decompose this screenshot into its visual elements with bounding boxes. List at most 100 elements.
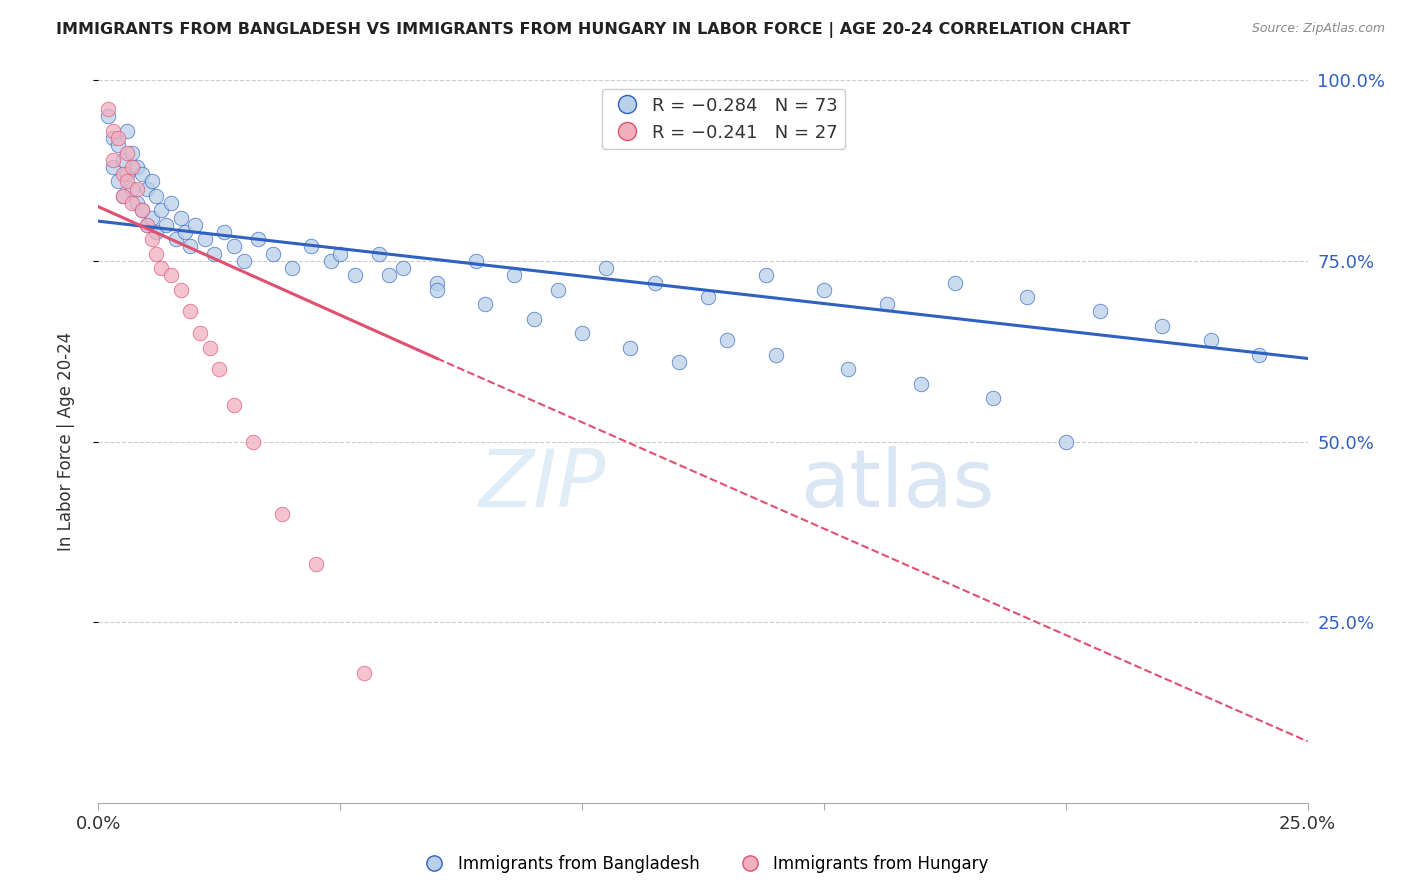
Point — [668, 355, 690, 369]
Point — [131, 203, 153, 218]
Point — [150, 261, 173, 276]
Point — [127, 196, 149, 211]
Point — [1249, 348, 1271, 362]
Point — [1152, 318, 1174, 333]
Point — [319, 253, 342, 268]
Point — [523, 311, 546, 326]
Point — [97, 110, 120, 124]
Point — [184, 218, 207, 232]
Point — [135, 182, 157, 196]
Point — [111, 189, 134, 203]
Point — [242, 434, 264, 449]
Point — [204, 246, 226, 260]
Point — [141, 211, 163, 225]
Point — [474, 297, 496, 311]
Point — [107, 138, 129, 153]
Point — [281, 261, 304, 276]
Point — [765, 348, 787, 362]
Point — [377, 268, 399, 283]
Point — [174, 225, 197, 239]
Text: atlas: atlas — [800, 446, 994, 524]
Point — [696, 290, 718, 304]
Point — [101, 160, 124, 174]
Point — [101, 124, 124, 138]
Point — [353, 665, 375, 680]
Point — [117, 174, 139, 188]
Point — [117, 124, 139, 138]
Point — [368, 246, 391, 260]
Point — [165, 232, 187, 246]
Point — [101, 131, 124, 145]
Point — [117, 167, 139, 181]
Point — [813, 283, 835, 297]
Point — [97, 102, 120, 116]
Point — [169, 283, 191, 297]
Point — [426, 283, 449, 297]
Point — [716, 334, 738, 348]
Point — [198, 341, 221, 355]
Point — [160, 268, 183, 283]
Point — [329, 246, 352, 260]
Point — [547, 283, 569, 297]
Point — [305, 558, 328, 572]
Point — [943, 276, 966, 290]
Point — [503, 268, 526, 283]
Point — [392, 261, 415, 276]
Point — [464, 253, 486, 268]
Point — [222, 398, 245, 412]
Point — [1088, 304, 1111, 318]
Point — [121, 182, 143, 196]
Point — [1054, 434, 1077, 449]
Point — [232, 253, 254, 268]
Point — [262, 246, 284, 260]
Point — [111, 167, 134, 181]
Point — [179, 239, 201, 253]
Point — [271, 507, 294, 521]
Point — [141, 174, 163, 188]
Point — [1015, 290, 1038, 304]
Point — [131, 203, 153, 218]
Point — [1199, 334, 1222, 348]
Point — [127, 182, 149, 196]
Point — [910, 376, 932, 391]
Point — [160, 196, 183, 211]
Y-axis label: In Labor Force | Age 20-24: In Labor Force | Age 20-24 — [56, 332, 75, 551]
Point — [876, 297, 898, 311]
Point — [111, 189, 134, 203]
Point — [145, 189, 167, 203]
Point — [755, 268, 778, 283]
Point — [101, 153, 124, 167]
Legend: Immigrants from Bangladesh, Immigrants from Hungary: Immigrants from Bangladesh, Immigrants f… — [411, 848, 995, 880]
Point — [179, 304, 201, 318]
Text: IMMIGRANTS FROM BANGLADESH VS IMMIGRANTS FROM HUNGARY IN LABOR FORCE | AGE 20-24: IMMIGRANTS FROM BANGLADESH VS IMMIGRANTS… — [56, 22, 1130, 38]
Point — [208, 362, 231, 376]
Point — [121, 145, 143, 160]
Point — [981, 391, 1004, 405]
Point — [212, 225, 235, 239]
Point — [145, 246, 167, 260]
Point — [644, 276, 666, 290]
Point — [571, 326, 593, 340]
Point — [222, 239, 245, 253]
Point — [117, 145, 139, 160]
Point — [131, 167, 153, 181]
Point — [121, 196, 143, 211]
Text: Source: ZipAtlas.com: Source: ZipAtlas.com — [1251, 22, 1385, 36]
Point — [150, 203, 173, 218]
Text: ZIP: ZIP — [479, 446, 606, 524]
Point — [595, 261, 617, 276]
Point — [194, 232, 217, 246]
Legend: R = −0.284   N = 73, R = −0.241   N = 27: R = −0.284 N = 73, R = −0.241 N = 27 — [602, 89, 845, 149]
Point — [188, 326, 211, 340]
Point — [121, 160, 143, 174]
Point — [141, 232, 163, 246]
Point — [247, 232, 270, 246]
Point — [426, 276, 449, 290]
Point — [343, 268, 366, 283]
Point — [107, 174, 129, 188]
Point — [619, 341, 641, 355]
Point — [145, 225, 167, 239]
Point — [127, 160, 149, 174]
Point — [169, 211, 191, 225]
Point — [299, 239, 322, 253]
